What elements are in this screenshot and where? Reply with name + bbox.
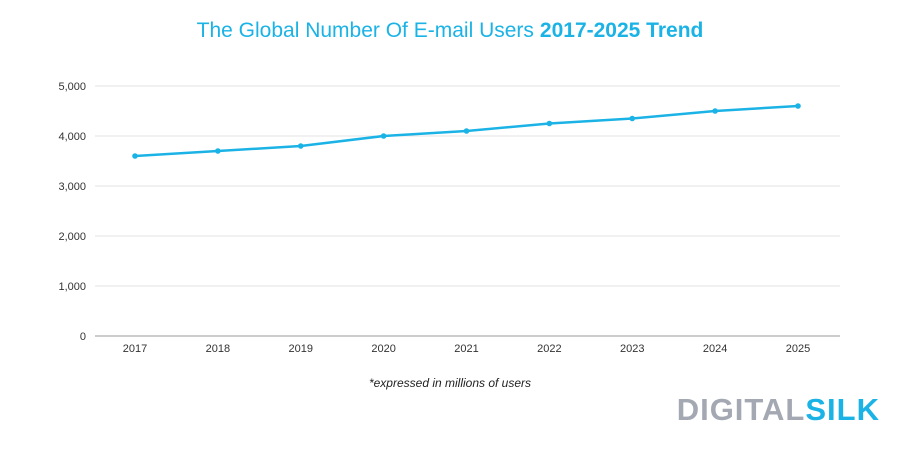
x-tick-label: 2020	[371, 343, 395, 355]
x-tick-label: 2018	[206, 343, 230, 355]
logo-part-silk: SILK	[805, 392, 880, 427]
chart-title-range: 2017-2025 Trend	[539, 19, 704, 42]
y-tick-label: 4,000	[58, 131, 86, 143]
footnote: *expressed in millions of users	[368, 376, 532, 390]
chart-title: The Global Number Of E-mail Users 2017-20…	[0, 18, 900, 44]
data-point	[215, 148, 221, 154]
data-point	[629, 115, 636, 122]
data-point	[132, 153, 138, 159]
data-point	[546, 120, 553, 127]
x-tick-label: 2021	[454, 343, 478, 355]
data-point	[463, 128, 470, 134]
digital-silk-logo: DIGITALSILK	[677, 392, 880, 428]
y-tick-label: 1,000	[58, 281, 86, 293]
x-tick-label: 2022	[537, 343, 561, 355]
y-tick-label: 2,000	[58, 231, 86, 243]
data-point	[380, 133, 387, 139]
y-tick-label: 3,000	[58, 181, 86, 193]
x-tick-label: 2025	[786, 343, 810, 355]
x-tick-label: 2024	[703, 343, 727, 355]
x-tick-label: 2019	[289, 343, 313, 355]
chart-title-main: The Global Number Of E-mail Users	[196, 19, 534, 42]
y-tick-label: 0	[80, 331, 86, 343]
y-tick-label: 5,000	[58, 81, 86, 93]
data-point	[795, 103, 801, 109]
x-tick-label: 2017	[123, 343, 147, 355]
logo-part-digital: DIGITAL	[676, 392, 806, 427]
data-point	[297, 143, 304, 149]
data-point	[712, 108, 718, 114]
x-tick-label: 2023	[620, 343, 644, 355]
